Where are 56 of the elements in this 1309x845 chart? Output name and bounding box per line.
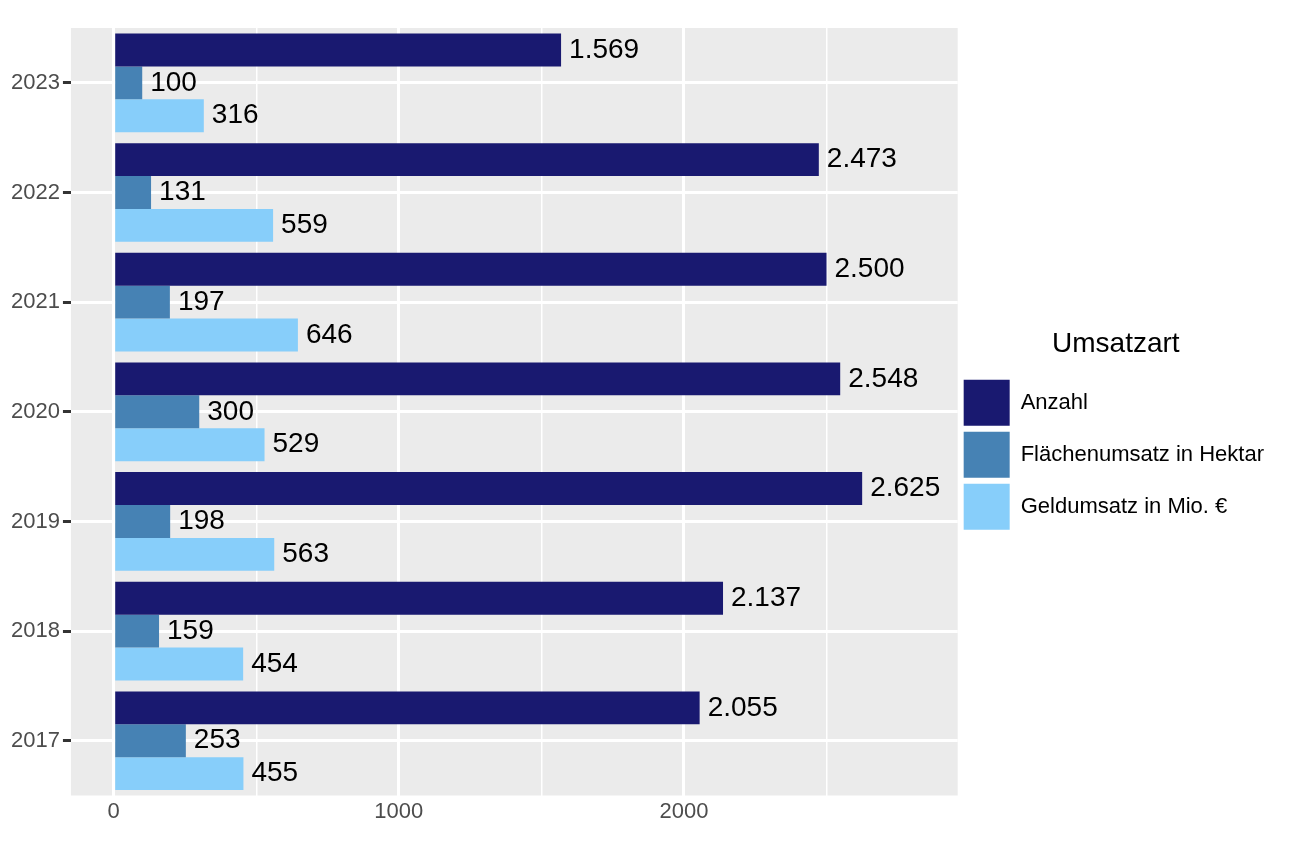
bar bbox=[115, 33, 562, 67]
bar bbox=[115, 691, 700, 725]
bar bbox=[115, 537, 275, 571]
y-tick-label: 2023 bbox=[10, 68, 60, 94]
bar bbox=[115, 99, 204, 133]
data-label: 2.500 bbox=[834, 251, 905, 283]
y-tick-label: 2019 bbox=[10, 507, 60, 533]
data-label: 559 bbox=[281, 208, 328, 240]
data-label: 454 bbox=[251, 646, 298, 678]
bar bbox=[115, 505, 171, 538]
data-label: 300 bbox=[207, 394, 254, 426]
data-label: 316 bbox=[211, 98, 259, 130]
bar bbox=[115, 176, 152, 209]
bar bbox=[115, 66, 143, 100]
data-label: 2.473 bbox=[826, 142, 897, 174]
data-label: 563 bbox=[282, 537, 329, 569]
bar bbox=[115, 208, 274, 242]
bar bbox=[115, 395, 200, 429]
bar bbox=[115, 472, 863, 506]
data-label: 646 bbox=[305, 317, 353, 349]
x-tick-label: 1000 bbox=[374, 797, 424, 823]
bar bbox=[115, 724, 186, 758]
bar bbox=[115, 252, 827, 286]
y-tick-label: 2020 bbox=[10, 397, 60, 423]
bar bbox=[115, 362, 841, 396]
bar bbox=[115, 428, 265, 462]
data-label: 197 bbox=[177, 284, 225, 316]
bar bbox=[115, 318, 298, 352]
data-label: 1.569 bbox=[569, 32, 640, 64]
bar bbox=[115, 143, 819, 177]
x-tick-label: 0 bbox=[107, 797, 120, 823]
bar bbox=[115, 614, 160, 648]
y-tick-label: 2017 bbox=[10, 726, 60, 752]
data-label: 100 bbox=[150, 65, 197, 97]
y-tick-label: 2021 bbox=[10, 288, 60, 314]
y-tick-label: 2018 bbox=[10, 617, 60, 643]
data-label: 455 bbox=[251, 756, 299, 788]
data-label: 2.548 bbox=[848, 361, 919, 393]
bar bbox=[115, 581, 724, 615]
y-tick-label: 2022 bbox=[10, 178, 60, 204]
legend-label: Anzahl bbox=[1020, 388, 1088, 414]
data-label: 529 bbox=[272, 427, 320, 459]
data-label: 159 bbox=[167, 613, 214, 645]
bar bbox=[115, 757, 244, 791]
bar bbox=[115, 647, 244, 681]
bar bbox=[115, 285, 170, 319]
data-label: 131 bbox=[159, 175, 206, 207]
legend-label: Flächenumsatz in Hektar bbox=[1020, 440, 1265, 466]
data-label: 2.137 bbox=[731, 580, 802, 612]
data-label: 2.625 bbox=[870, 471, 941, 503]
data-label: 2.055 bbox=[707, 690, 778, 722]
x-tick-label: 2000 bbox=[659, 797, 709, 823]
legend-label: Geldumsatz in Mio. € bbox=[1020, 492, 1228, 518]
data-label: 198 bbox=[178, 504, 225, 536]
legend-title: Umsatzart bbox=[1052, 326, 1180, 358]
data-label: 253 bbox=[193, 723, 241, 755]
